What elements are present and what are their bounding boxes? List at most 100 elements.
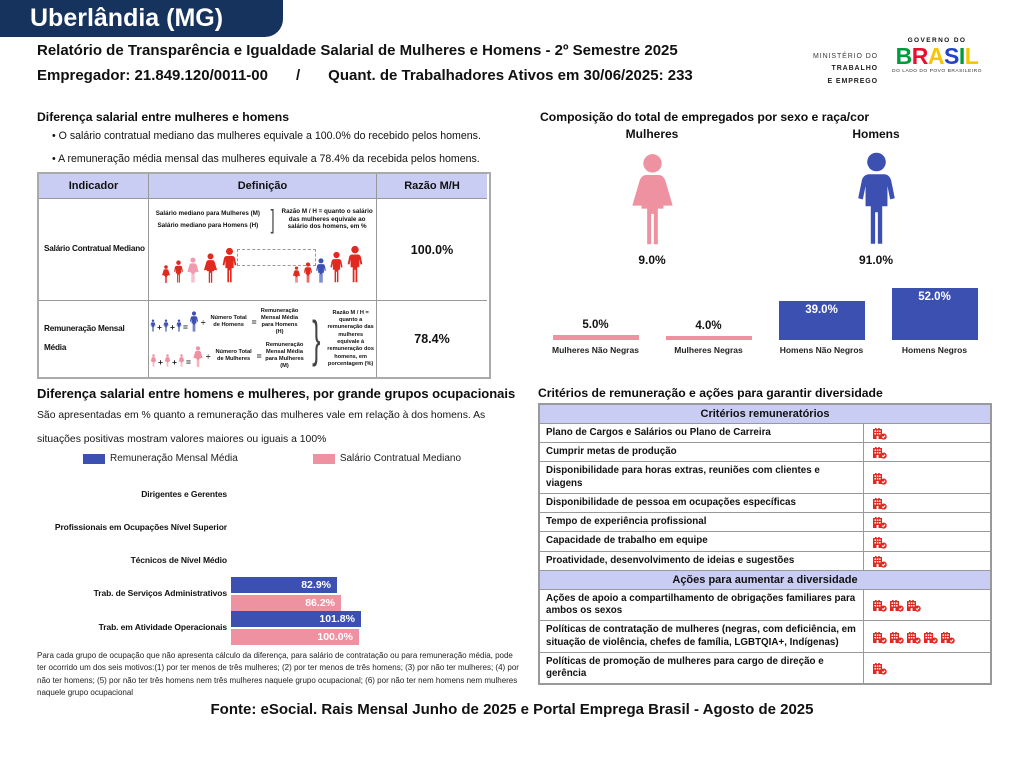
person-icon (303, 262, 313, 283)
person-icon (329, 251, 344, 283)
bar-value-label: 4.0% (695, 320, 722, 332)
building-check-icon (941, 631, 955, 644)
indicator-mean-label: Remuneração Mensal Média (39, 301, 149, 377)
person-icon (189, 311, 199, 332)
person-icon (315, 258, 327, 283)
occupational-bars: 82.9% 86.2% (231, 577, 341, 611)
building-check-icon (873, 600, 887, 612)
person-icon (346, 245, 364, 283)
criteria-label: Políticas de promoção de mulheres para c… (540, 652, 864, 684)
salary-diff-title: Diferença salarial entre mulheres e home… (37, 110, 289, 124)
legend-swatch (312, 453, 335, 464)
gov-logo-wordmark: BRASIL (884, 44, 990, 68)
bar-value-label: 5.0% (582, 319, 609, 331)
occupational-subtitle: São apresentadas em % quanto a remuneraç… (37, 410, 486, 445)
criteria-section-header: Ações para aumentar a diversidade (540, 569, 990, 589)
occupational-row: Técnicos de Nível Médio (37, 544, 509, 577)
median-pictogram-right (292, 245, 364, 283)
criteria-row: Disponibilidade para horas extras, reuni… (540, 461, 990, 493)
occupational-bar: 101.8% (231, 611, 361, 627)
occupational-category-label: Trab. de Serviços Administrativos (93, 588, 227, 599)
person-icon (202, 253, 219, 283)
building-check-icon (890, 631, 904, 644)
divide-glyph: ÷ (205, 351, 211, 362)
salary-diff-bullets: O salário contratual mediano das mulhere… (52, 130, 497, 176)
region-banner: Uberlândia (MG) (0, 0, 283, 37)
occupational-bar: 86.2% (231, 595, 341, 611)
occupational-row: Trab. de Serviços Administrativos 82.9% 86… (37, 577, 509, 611)
dashed-connector (237, 249, 316, 266)
occupational-row: Trab. em Atividade Operacionais 101.8% 100… (37, 611, 509, 645)
building-check-icon (907, 631, 921, 644)
building-check-icon (873, 498, 887, 510)
criteria-icons (864, 443, 990, 461)
mean-ratio-value: 78.4% (414, 332, 450, 346)
bar-value-label: 100.0% (317, 631, 353, 643)
ministry-line3: E EMPREGO (827, 77, 878, 85)
median-label-women: Salário mediano para Mulheres (M) (155, 209, 261, 217)
formula-row: + + = ÷ Número Total de Mulheres = Remuneração… (150, 342, 306, 371)
building-check-icon (924, 631, 938, 644)
person-icon (161, 265, 171, 283)
equals-glyph: = (251, 316, 257, 327)
bar-category-label: Homens Negros (901, 345, 968, 355)
operator-glyph: + (171, 356, 177, 367)
median-definition-cell: Salário mediano para Mulheres (M) Salári… (149, 199, 377, 301)
mean-definition-layout: + + = ÷ Número Total de Homens = Remuneração M… (149, 301, 376, 377)
gov-logo-letter: S (944, 43, 959, 69)
occupational-category-label: Profissionais em Ocupações Nível Superio… (54, 521, 227, 532)
occupational-row: Dirigentes e Gerentes (37, 478, 509, 511)
building-check-icon (873, 536, 887, 549)
bar-category-label: Mulheres Não Negras (552, 345, 639, 355)
bar-value-label: 101.8% (319, 613, 355, 625)
female-percentage: 9.0% (638, 253, 666, 267)
man-icon (854, 147, 899, 245)
criteria-label: Tempo de experiência profissional (540, 513, 864, 532)
composition-bar-group: 5.0% Mulheres Não Negras (539, 319, 652, 356)
occupational-footnote: Para cada grupo de ocupação que não apre… (37, 651, 519, 698)
occupational-bar: 100.0% (231, 629, 359, 645)
formula-divisor: Número Total de Mulheres (215, 349, 252, 363)
building-check-icon (873, 517, 887, 529)
legend-swatch (82, 453, 105, 464)
occupational-row: Profissionais em Ocupações Nível Superio… (37, 511, 509, 544)
female-pictogram-block: Mulheres 9.0% (596, 127, 708, 267)
female-label: Mulheres (625, 127, 679, 141)
person-icon (192, 346, 204, 367)
bullet-mean: A remuneração média mensal das mulheres … (52, 153, 497, 165)
person-icon (186, 257, 200, 283)
bullet-median: O salário contratual mediano das mulhere… (52, 130, 497, 142)
occupational-category-label: Trab. em Atividade Operacionais (98, 622, 227, 633)
composition-title: Composição do total de empregados por se… (540, 110, 870, 124)
median-definition-texts: Salário mediano para Mulheres (M) Salári… (149, 204, 376, 235)
person-icon (178, 354, 185, 367)
operator-glyph: + (169, 322, 175, 333)
composition-bar: 52.0% (891, 288, 978, 340)
median-labels: Salário mediano para Mulheres (M) Salári… (152, 206, 264, 233)
legend-label: Remuneração Mensal Média (109, 453, 238, 464)
median-ratio-note: Razão M / H = quanto o salário das mulhe… (281, 207, 373, 231)
person-icon (163, 319, 169, 332)
male-pictogram-block: Homens 91.0% (820, 127, 932, 267)
gov-logo-top-text: GOVERNO DO (907, 37, 967, 44)
gov-logo-letter: R (911, 43, 929, 69)
operator-glyph: + (157, 322, 162, 333)
criteria-label: Ações de apoio a compartilhamento de obr… (540, 589, 864, 621)
criteria-icons (864, 621, 990, 651)
criteria-icons (864, 513, 990, 531)
occupational-title: Diferença salarial entre homens e mulher… (37, 386, 516, 401)
male-percentage: 91.0% (858, 253, 894, 267)
region-title: Uberlândia (MG) (30, 4, 224, 32)
occupational-chart: Dirigentes e Gerentes Profissionais em Oc… (37, 478, 509, 645)
building-check-icon (873, 631, 887, 644)
criteria-icons (864, 653, 990, 683)
building-check-icon (890, 600, 904, 612)
gov-logo-bottom-text: DO LADO DO POVO BRASILEIRO (892, 69, 982, 75)
occupational-bar: 82.9% (231, 577, 337, 593)
composition-bar-group: 4.0% Mulheres Negras (652, 320, 765, 356)
median-ratio-value: 100.0% (377, 199, 487, 301)
composition-bar-group: 39.0% Homens Não Negros (765, 301, 878, 356)
formula-divisor: Número Total de Homens (210, 314, 247, 328)
median-pictogram-left (161, 247, 238, 283)
operator-glyph: = (182, 322, 188, 333)
